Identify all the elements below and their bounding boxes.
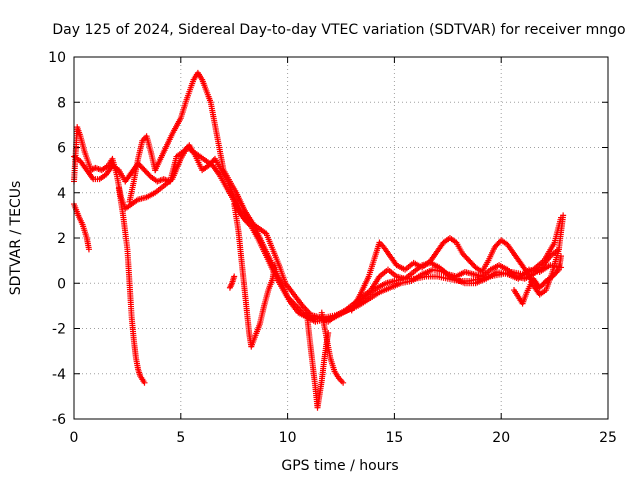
series-drop-near-8h [231,201,278,350]
x-tick-label: 10 [279,430,297,446]
data-point [340,379,347,386]
x-tick-label: 20 [492,430,510,446]
y-tick-label: 2 [57,231,66,247]
y-tick-label: 8 [57,95,66,111]
plot-frame [73,56,609,420]
data-point [560,212,567,219]
series-spike-near-3h [126,133,159,205]
series-secondary-trace [71,142,562,325]
y-tick-label: 6 [57,141,66,157]
tick-labels: 0 5 10 15 20 25 -6 -4 -2 0 2 4 6 8 10 [48,50,617,446]
x-tick-label: 15 [385,430,403,446]
y-tick-label: 10 [48,50,66,66]
series-high-peak-trace [152,69,565,323]
data-markers [71,69,567,411]
x-tick-label: 5 [176,430,185,446]
grid-lines [74,57,608,419]
series-main-trace [71,124,565,325]
series-bump-trace [348,212,567,314]
x-tick-label: 0 [70,430,79,446]
data-point [231,273,238,280]
data-point [152,167,159,174]
chart-title: Day 125 of 2024, Sidereal Day-to-day VTE… [52,22,625,38]
y-tick-label: -2 [52,322,66,338]
y-tick-label: -4 [52,367,66,383]
series-drop-2 [115,185,148,386]
x-tick-label: 25 [599,430,617,446]
y-tick-label: 4 [57,186,66,202]
data-point [141,379,148,386]
series-spike-near-7.4h [226,273,238,291]
series-drop-near-12h [318,309,347,386]
y-axis-label: SDTVAR / TECUs [8,181,24,296]
data-point [558,253,565,260]
data-point [271,262,278,269]
data-point [85,246,92,253]
series-right-tail [511,253,565,307]
x-axis-label: GPS time / hours [281,458,398,474]
data-point [554,268,561,275]
y-tick-label: -6 [52,412,66,428]
y-tick-label: 0 [57,276,66,292]
